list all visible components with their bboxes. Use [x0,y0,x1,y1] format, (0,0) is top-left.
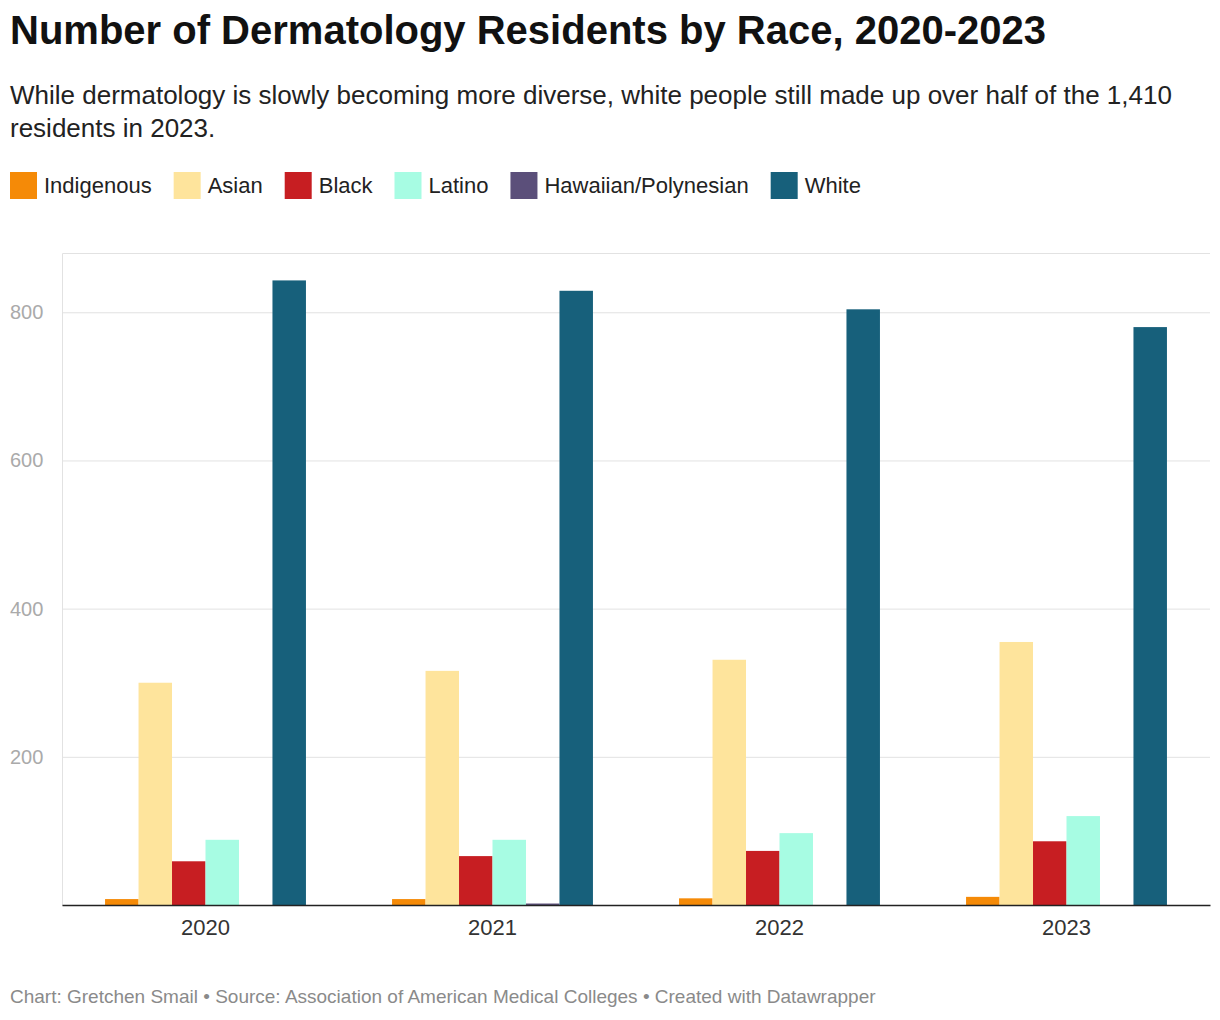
legend-swatch [395,172,422,199]
grid-line [62,757,1210,758]
bar [426,671,459,905]
legend-swatch [285,172,312,199]
x-tick-label: 2023 [1042,915,1091,940]
bar [1033,841,1066,905]
legend-item: Latino [395,172,489,199]
bar [392,899,425,905]
title: Number of Dermatology Residents by Race,… [10,8,1046,53]
bar [105,899,138,905]
y-axis-line [63,254,1211,906]
bars [105,280,1167,905]
legend-swatch [510,172,537,199]
baseline [63,905,1211,907]
legend-swatch [771,172,798,199]
legend-label: Black [319,173,374,198]
bar [966,897,999,905]
grid-line [62,460,1210,461]
x-tick-label: 2021 [468,915,517,940]
bar [493,840,526,905]
legend-item: Asian [174,172,263,199]
legend-label: Indigenous [44,173,152,198]
legend-item: White [771,172,861,199]
y-tick: 400 [10,598,1210,620]
bar [746,851,779,905]
bar [139,683,172,905]
legend-label: Hawaiian/Polynesian [544,173,748,198]
bar [1067,816,1100,905]
y-tick-label: 400 [10,598,43,620]
bar [459,856,492,905]
legend-item: Black [285,172,374,199]
y-tick-label: 800 [10,301,43,323]
legend-label: White [805,173,861,198]
legend: Indigenous Asian Black Latino Hawaiian/Polyn… [10,172,861,199]
subtitle: While dermatology is slowly becoming mor… [10,79,1200,145]
legend-label: Asian [208,173,263,198]
legend-item: Indigenous [10,172,152,199]
y-tick: 600 [10,449,1210,471]
grid-line [62,312,1210,313]
bar [272,280,305,905]
legend-swatch [10,172,37,199]
bar [172,861,205,905]
y-tick-label: 600 [10,449,43,471]
x-tick: 2021 [468,915,517,940]
x-axis: 2020 2021 2022 2023 [63,906,1211,940]
grid-line [62,609,1210,610]
bar [846,309,879,905]
y-tick: 800 [10,301,1210,323]
bar [679,898,712,905]
legend-item: Hawaiian/Polynesian [510,172,748,199]
y-tick-label: 200 [10,746,43,768]
x-tick-label: 2022 [755,915,804,940]
bar [780,833,813,905]
y-axis: 200 400 600 800 [10,254,1210,906]
bar [206,840,239,905]
x-tick: 2020 [181,915,230,940]
x-tick: 2022 [755,915,804,940]
bar [1000,642,1033,905]
legend-label: Latino [429,173,489,198]
legend-swatch [174,172,201,199]
bar [1133,327,1166,905]
bar [713,660,746,905]
x-tick: 2023 [1042,915,1091,940]
x-tick-label: 2020 [181,915,230,940]
bar [559,291,592,905]
chart: Indigenous Asian Black Latino Hawaiian/Polyn… [0,0,1220,1020]
caption: Chart: Gretchen Smail • Source: Associat… [10,986,876,1007]
